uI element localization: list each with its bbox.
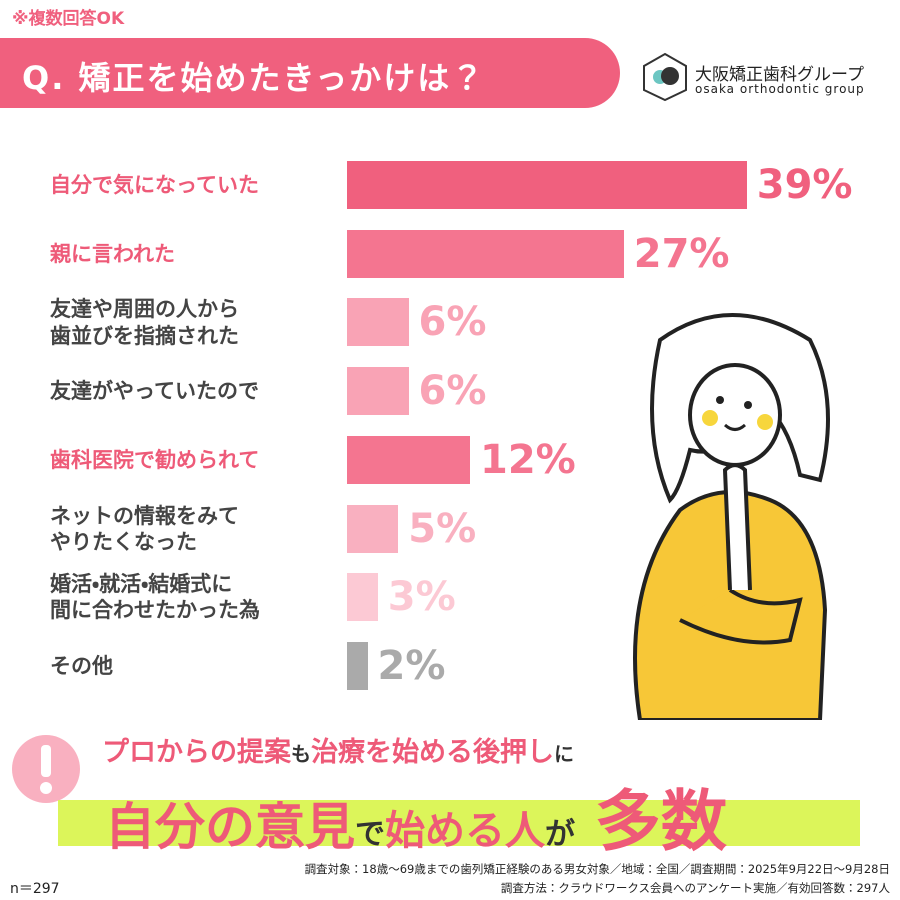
bar xyxy=(347,641,368,690)
category-label: 友達がやっていたので xyxy=(50,378,259,403)
category-label: ネットの情報をみて やりたくなった xyxy=(50,503,239,554)
logo-sub: osaka orthodontic group xyxy=(695,82,865,96)
value-label: 12% xyxy=(480,436,576,483)
chart-title: Q. 矯正を始めたきっかけは？ xyxy=(22,59,486,97)
bar xyxy=(347,298,409,347)
highlight xyxy=(58,800,860,846)
footnote-line: 調査方法：クラウドワークス会員へのアンケート実施／有効回答数：297人 xyxy=(500,881,890,895)
value-label: 27% xyxy=(633,230,730,277)
headline-text: に xyxy=(554,742,574,766)
logo-icon xyxy=(643,52,687,102)
bar xyxy=(347,229,624,278)
headline-text: 自分の意見 xyxy=(105,798,355,856)
note: ※複数回答OK xyxy=(12,9,125,29)
bar xyxy=(347,504,399,553)
value-label: 5% xyxy=(408,505,477,552)
headline-text: で xyxy=(355,817,385,852)
headline-line2: 自分の意見で始める人が 多数 xyxy=(105,768,727,864)
headline-text: が xyxy=(545,817,575,852)
category-label: 友達や周囲の人から 歯並びを指摘された xyxy=(50,297,239,348)
headline-line1: プロからの提案も治療を始める後押しに xyxy=(102,730,574,769)
bar xyxy=(347,435,470,484)
category-label: 自分で気になっていた xyxy=(50,172,259,197)
headline-text: 多数 xyxy=(595,783,727,860)
bar xyxy=(347,367,409,416)
category-label: 歯科医院で勧められて xyxy=(50,447,260,472)
value-label: 6% xyxy=(418,368,487,415)
footnote: 調査対象：18歳～69歳までの歯列矯正経験のある男女対象／地域：全国／調査期間：… xyxy=(305,860,890,898)
headline-text: 始める人 xyxy=(385,808,545,854)
category-label: その他 xyxy=(50,653,113,678)
value-label: 2% xyxy=(377,642,446,689)
value-label: 6% xyxy=(418,299,487,346)
logo-name: 大阪矯正歯科グループ xyxy=(695,65,864,85)
title-banner xyxy=(0,38,620,108)
alert-icon xyxy=(12,735,80,803)
sample-size: n＝297 xyxy=(10,881,60,897)
illustration xyxy=(633,313,830,720)
value-label: 3% xyxy=(387,574,456,621)
category-label: 婚活・就活・結婚式に 間に合わせたかった為 xyxy=(50,571,260,623)
bar xyxy=(347,161,747,209)
value-label: 39% xyxy=(756,162,853,208)
bar xyxy=(347,573,378,622)
headline-text: 治療を始める後押し xyxy=(311,737,554,768)
headline-text: も xyxy=(291,742,311,766)
headline-text: プロからの提案 xyxy=(102,737,291,768)
footnote-line: 調査対象：18歳～69歳までの歯列矯正経験のある男女対象／地域：全国／調査期間：… xyxy=(304,862,890,876)
category-label: 親に言われた xyxy=(50,241,175,266)
